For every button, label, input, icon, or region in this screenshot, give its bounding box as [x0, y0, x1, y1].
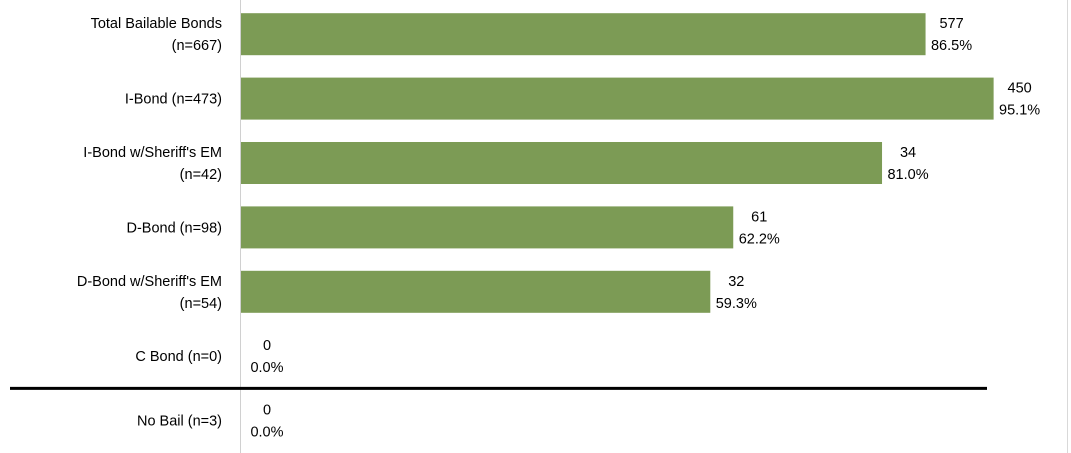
- category-label-line: (n=667): [172, 38, 222, 54]
- percent-label-0: 86.5%: [931, 38, 972, 54]
- category-label-line: (n=42): [180, 167, 222, 183]
- count-label-5: 0: [263, 338, 271, 354]
- bar-0: [241, 13, 926, 56]
- bars-layer: [241, 13, 994, 313]
- count-label-2: 34: [900, 145, 916, 161]
- percent-label-3: 62.2%: [739, 231, 780, 247]
- category-label-0: Total Bailable Bonds (n=667): [91, 16, 222, 54]
- category-label-1: I-Bond (n=473): [125, 92, 222, 108]
- count-label-1: 450: [1008, 81, 1032, 97]
- percent-label-5: 0.0%: [250, 360, 283, 376]
- percent-label-4: 59.3%: [716, 296, 757, 312]
- category-label-line: D-Bond w/Sheriff's EM: [77, 274, 222, 290]
- category-label-2: I-Bond w/Sheriff's EM (n=42): [83, 145, 222, 183]
- count-label-4: 32: [728, 274, 744, 290]
- bar-2: [241, 142, 883, 184]
- category-label-6: No Bail (n=3): [137, 414, 222, 430]
- category-label-3: D-Bond (n=98): [126, 220, 222, 236]
- category-label-line: I-Bond (n=473): [125, 92, 222, 108]
- count-label-0: 577: [939, 16, 963, 32]
- bar-1: [241, 77, 994, 120]
- percent-label-2: 81.0%: [887, 167, 928, 183]
- category-label-line: Total Bailable Bonds: [91, 16, 222, 32]
- count-label-6: 0: [263, 403, 271, 419]
- count-label-3: 61: [751, 209, 767, 225]
- category-label-line: I-Bond w/Sheriff's EM: [83, 145, 222, 161]
- value-labels-layer: 577 86.5% 450 95.1% 34 81.0% 61 62.2% 32 59.3% 0 0.…: [250, 16, 1040, 440]
- category-label-line: No Bail (n=3): [137, 414, 222, 430]
- bar-4: [241, 270, 711, 313]
- category-label-line: (n=54): [180, 296, 222, 312]
- category-label-line: C Bond (n=0): [135, 349, 222, 365]
- category-labels-layer: Total Bailable Bonds (n=667) I-Bond (n=473…: [77, 16, 222, 429]
- percent-label-6: 0.0%: [250, 425, 283, 441]
- category-label-line: D-Bond (n=98): [126, 220, 222, 236]
- category-label-4: D-Bond w/Sheriff's EM (n=54): [77, 274, 222, 312]
- bar-3: [241, 206, 734, 249]
- category-label-5: C Bond (n=0): [135, 349, 222, 365]
- percent-label-1: 95.1%: [999, 103, 1040, 119]
